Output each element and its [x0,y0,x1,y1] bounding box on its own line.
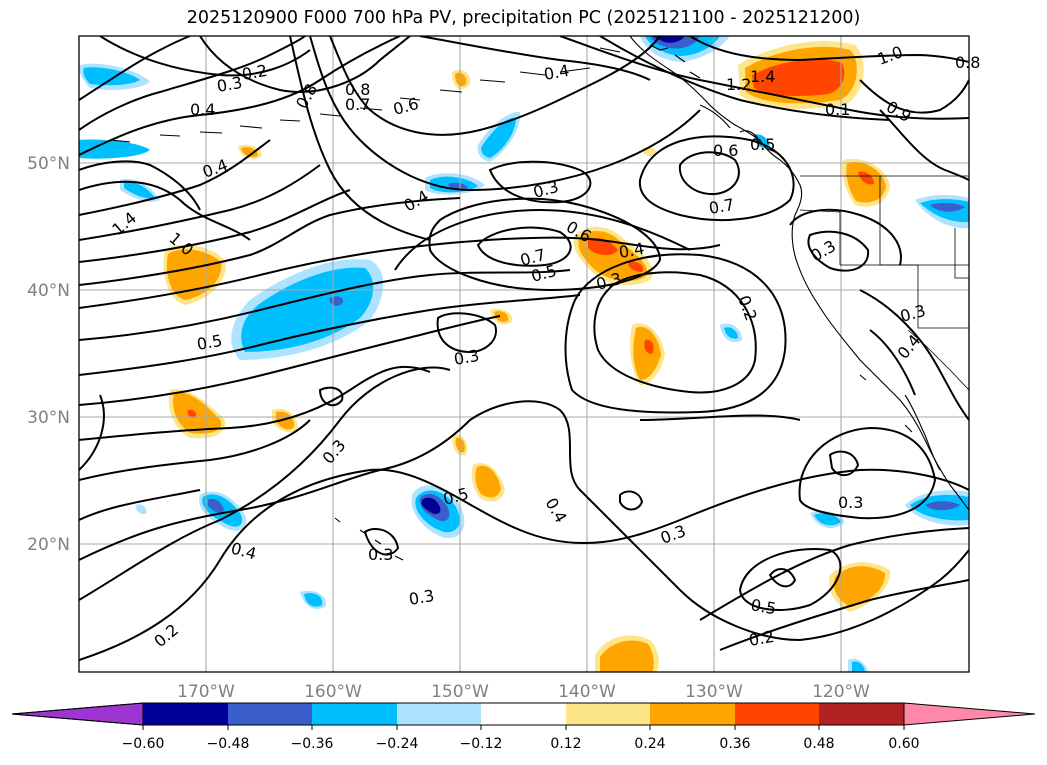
colorbar-bin [481,703,566,725]
contour-label: 0.4 [190,100,215,119]
colorbar-bin [228,703,312,725]
contour-label: 0.7 [707,195,735,218]
contour-label: 0.1 [825,100,850,119]
borders [799,175,969,391]
map-frame [78,35,970,673]
lon-label: 160°W [304,682,362,702]
colorbar-tick-label: 0.36 [719,736,750,752]
colorbar-bin [735,703,819,725]
contour-label: 0.5 [750,135,775,154]
colorbar-tick-label: 0.48 [803,736,834,752]
coastlines [109,36,969,561]
contour-label: 0.2 [747,627,775,650]
colorbar-tick-label: −0.48 [207,736,250,752]
latitude-labels: 50°N 40°N 30°N 20°N [27,154,70,555]
contour-label: 1.4 [750,67,775,86]
lon-label: 130°W [685,682,743,702]
lon-label: 150°W [431,682,489,702]
colorbar-bin [650,703,735,725]
colorbar-tick-label: 0.12 [550,736,581,752]
colorbar-bin [312,703,397,725]
contour-label: 0.8 [955,53,980,72]
contour-label: 0.4 [542,61,570,84]
colorbar-tick-label: 0.60 [888,736,919,752]
contour-label: 1.2 [726,75,751,94]
colorbar-tick-label: −0.12 [460,736,503,752]
contour-label: 0.7 [345,95,370,114]
colorbar-tick-label: −0.60 [122,736,165,752]
map-title: 2025120900 F000 700 hPa PV, precipitatio… [186,8,861,28]
contour-label: 0.5 [195,331,223,354]
lat-label: 40°N [27,281,70,301]
colorbar-bin [397,703,481,725]
longitude-labels: 170°W 160°W 150°W 140°W 130°W 120°W [177,682,870,702]
colorbar-tick-label: 0.24 [634,736,665,752]
contour-label: 0.3 [838,493,863,512]
colorbar-extend-low [11,702,144,726]
map-panel [79,36,969,672]
colorbar-tick-label: −0.24 [376,736,419,752]
contour-label: 0.2 [240,61,268,84]
colorbar: −0.60 −0.48 −0.36 −0.24 −0.12 0.12 0.24 … [11,702,1036,752]
contour-label: 0.3 [407,586,435,609]
colorbar-bin [819,703,904,725]
colorbar-extend-high [903,702,1036,726]
contour-label: 0.3 [452,346,480,369]
contour-label: 0.4 [617,239,645,262]
contour-label: 0.6 [713,141,738,160]
contour-label: 0.3 [368,545,393,564]
precipitation-shading [79,36,969,672]
lon-label: 140°W [558,682,616,702]
contour-label: 0.8 [345,80,370,99]
contour-label: 0.3 [215,73,243,96]
pv-contours [79,36,969,661]
contour-label: 0.5 [749,595,777,618]
colorbar-tick-label: −0.36 [291,736,334,752]
lat-label: 30°N [27,408,70,428]
colorbar-ticks [142,725,905,730]
colorbar-bin [566,703,650,725]
lat-label: 20°N [27,535,70,555]
lat-label: 50°N [27,154,70,174]
lon-label: 170°W [177,682,235,702]
lon-label: 120°W [812,682,870,702]
colorbar-bin [143,703,228,725]
